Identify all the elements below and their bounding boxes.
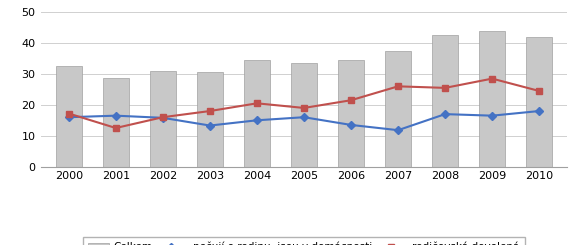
Legend: Celkem, - pečují o rodinu, jsou v domácnosti, - rodičovská dovolená: Celkem, - pečují o rodinu, jsou v domácn… [83, 237, 525, 245]
Bar [385, 51, 411, 167]
Bar [291, 62, 317, 167]
Bar [103, 78, 129, 167]
Bar [197, 73, 223, 167]
Bar [244, 60, 270, 167]
Bar [56, 66, 82, 167]
Bar [432, 35, 458, 167]
Bar [479, 31, 505, 167]
Bar [150, 71, 176, 167]
Bar [526, 37, 552, 167]
Bar [338, 60, 364, 167]
